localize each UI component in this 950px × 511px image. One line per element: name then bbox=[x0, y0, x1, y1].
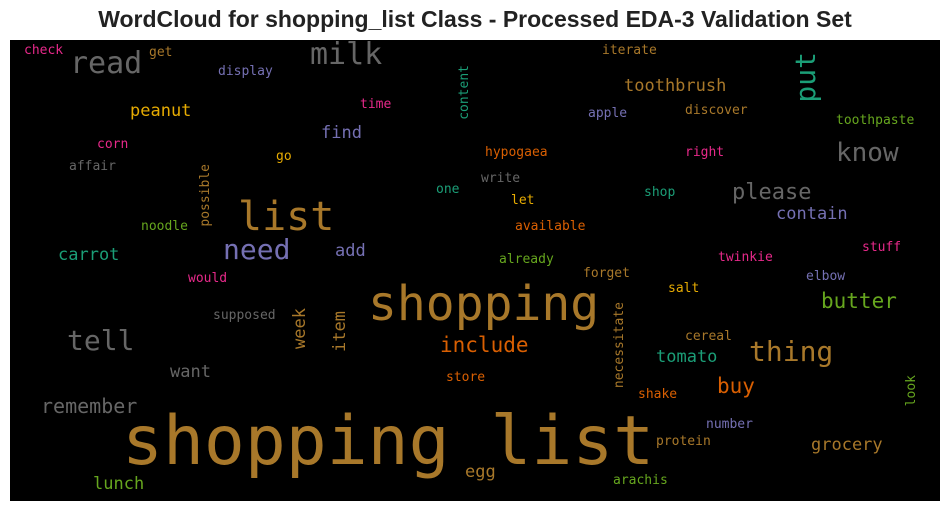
word-thing: thing bbox=[749, 335, 834, 368]
word-want: want bbox=[170, 362, 211, 382]
word-week: week bbox=[290, 308, 310, 349]
word-milk: milk bbox=[310, 40, 383, 72]
word-shopping: shopping bbox=[368, 276, 600, 332]
word-already: already bbox=[499, 252, 554, 267]
word-please: please bbox=[732, 180, 812, 205]
word-forget: forget bbox=[583, 266, 630, 281]
word-cereal: cereal bbox=[685, 329, 732, 344]
word-contain: contain bbox=[776, 204, 848, 224]
word-shake: shake bbox=[638, 387, 678, 402]
word-item: item bbox=[330, 311, 350, 352]
word-store: store bbox=[446, 370, 486, 385]
word-get: get bbox=[149, 45, 173, 60]
word-iterate: iterate bbox=[602, 43, 657, 58]
word-look: look bbox=[904, 375, 919, 407]
word-affair: affair bbox=[69, 159, 116, 174]
word-would: would bbox=[188, 271, 228, 286]
word-add: add bbox=[335, 241, 366, 261]
word-necessitate: necessitate bbox=[612, 302, 627, 389]
word-protein: protein bbox=[656, 434, 711, 449]
word-corn: corn bbox=[97, 137, 129, 152]
word-stuff: stuff bbox=[862, 240, 902, 255]
word-need: need bbox=[223, 233, 291, 266]
word-write: write bbox=[481, 171, 521, 186]
word-one: one bbox=[436, 182, 460, 197]
word-number: number bbox=[706, 417, 753, 432]
word-arachis: arachis bbox=[613, 473, 668, 488]
word-available: available bbox=[515, 219, 586, 234]
word-check: check bbox=[24, 43, 64, 58]
word-find: find bbox=[321, 123, 362, 143]
word-display: display bbox=[218, 64, 273, 79]
word-butter: butter bbox=[821, 289, 897, 313]
word-apple: apple bbox=[588, 106, 628, 121]
word-elbow: elbow bbox=[806, 269, 846, 284]
word-egg: egg bbox=[465, 462, 496, 482]
word-tomato: tomato bbox=[656, 347, 718, 367]
word-buy: buy bbox=[717, 374, 755, 398]
word-twinkie: twinkie bbox=[718, 250, 773, 265]
word-include: include bbox=[440, 333, 529, 357]
word-peanut: peanut bbox=[130, 101, 192, 121]
word-remember: remember bbox=[41, 394, 138, 418]
word-list: list bbox=[238, 194, 335, 240]
word-shopping-list: shopping list bbox=[122, 402, 655, 481]
wordcloud-canvas: shopping list shopping list need tell read mil… bbox=[10, 40, 940, 501]
word-time: time bbox=[360, 97, 392, 112]
word-toothpaste: toothpaste bbox=[836, 113, 915, 128]
word-shop: shop bbox=[644, 185, 676, 200]
word-right: right bbox=[685, 145, 725, 160]
word-grocery: grocery bbox=[811, 435, 883, 455]
word-toothbrush: toothbrush bbox=[624, 76, 727, 96]
word-salt: salt bbox=[668, 281, 700, 296]
word-know: know bbox=[836, 138, 899, 168]
word-let: let bbox=[511, 193, 535, 208]
word-carrot: carrot bbox=[58, 245, 120, 265]
word-read: read bbox=[70, 46, 143, 81]
word-hypogaea: hypogaea bbox=[485, 145, 548, 160]
word-noodle: noodle bbox=[141, 219, 188, 234]
chart-title: WordCloud for shopping_list Class - Proc… bbox=[98, 6, 852, 32]
word-possible: possible bbox=[198, 164, 213, 227]
word-lunch: lunch bbox=[93, 474, 145, 494]
word-discover: discover bbox=[685, 103, 748, 118]
word-go: go bbox=[276, 149, 292, 164]
word-supposed: supposed bbox=[213, 308, 276, 323]
word-tell: tell bbox=[67, 324, 135, 357]
word-put: put bbox=[789, 52, 822, 103]
word-content: content bbox=[457, 65, 472, 120]
